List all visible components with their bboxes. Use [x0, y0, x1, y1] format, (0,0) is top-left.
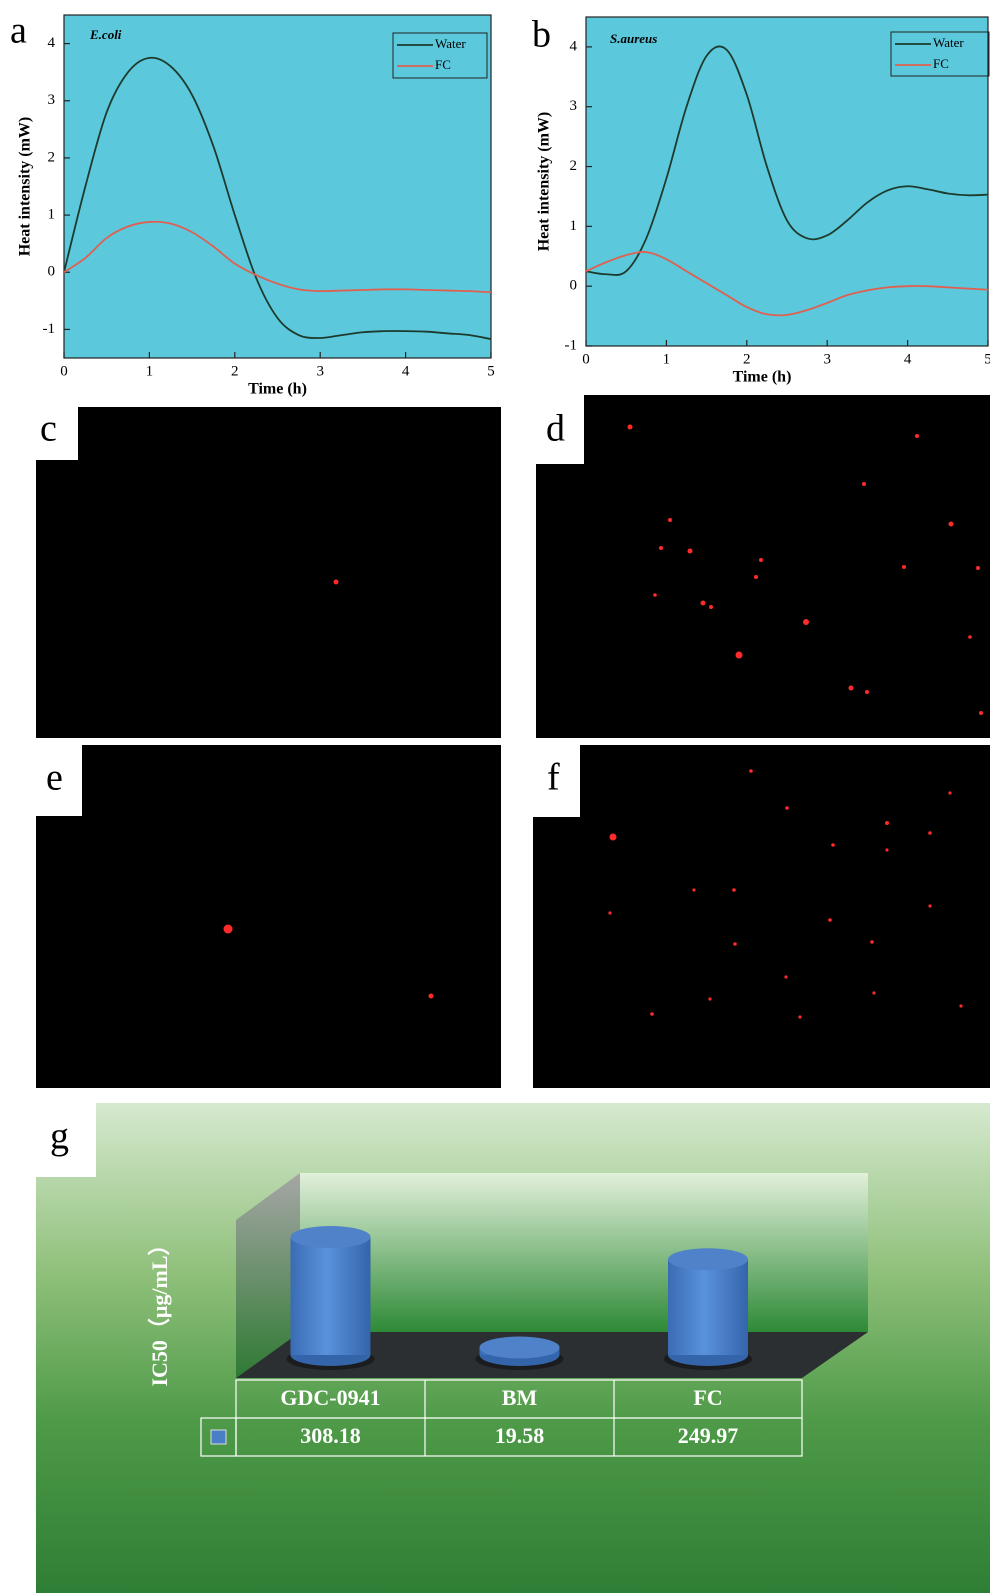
value-label: 19.58 [495, 1423, 545, 1448]
y-axis-label: Heat intensity (mW) [17, 117, 34, 257]
y-tick-label: 3 [570, 98, 578, 114]
panel-label: a [10, 10, 27, 52]
bar-top [290, 1226, 371, 1249]
panel-label: f [547, 757, 560, 799]
x-tick-label: 5 [984, 351, 990, 367]
y-tick-label: 4 [570, 38, 578, 54]
legend-cell [200, 1417, 237, 1457]
y-axis-label: Heat intensity (mW) [536, 112, 553, 252]
panel-label: d [546, 408, 565, 450]
x-tick-label: 2 [743, 351, 751, 367]
y-tick-label: 2 [570, 158, 578, 174]
chart-title: S.aureus [610, 31, 657, 46]
line [63, 220, 492, 294]
x-tick-label: 4 [904, 351, 912, 367]
image-f: f [533, 745, 990, 1088]
category-label: FC [693, 1385, 722, 1410]
y-tick-label: -1 [565, 337, 578, 353]
bar-top [668, 1248, 748, 1271]
value-label: 308.18 [300, 1423, 361, 1448]
legend-label: FC [435, 57, 451, 72]
legend-box [392, 32, 488, 79]
legend-label: FC [933, 56, 949, 71]
legend-swatch [210, 1429, 227, 1445]
legend-label: Water [435, 36, 466, 51]
y-tick-label: 3 [48, 92, 56, 108]
y-tick-label: 0 [570, 278, 578, 294]
category-label: GDC-0941 [280, 1385, 380, 1410]
x-tick-label: 1 [146, 363, 154, 379]
y-tick-label: 1 [570, 218, 578, 234]
y-tick-label: 2 [48, 149, 56, 165]
y-tick-label: 0 [48, 264, 56, 280]
panel-label: b [532, 14, 551, 56]
legend-box [890, 31, 990, 77]
x-tick-label: 3 [316, 363, 324, 379]
image-e: e [36, 745, 501, 1088]
plot-area [63, 14, 492, 359]
panel-label-box [36, 1103, 96, 1177]
category-label: BM [502, 1385, 538, 1410]
value-label: 249.97 [678, 1423, 739, 1448]
x-tick-label: 2 [231, 363, 239, 379]
legend-label: Water [933, 35, 964, 50]
line [63, 56, 492, 341]
image-d: d [536, 395, 990, 738]
y-tick-label: 1 [48, 207, 56, 223]
x-axis-label: Time (h) [733, 369, 792, 386]
side-wall [236, 1173, 300, 1378]
line [585, 251, 989, 317]
back-wall [300, 1173, 868, 1332]
panel-label: e [46, 757, 63, 799]
chart-title: E.coli [89, 27, 122, 42]
x-tick-label: 3 [823, 351, 831, 367]
x-axis-label: Time (h) [248, 381, 307, 398]
x-tick-label: 5 [487, 363, 495, 379]
bar [668, 1259, 748, 1355]
x-tick-label: 0 [582, 351, 590, 367]
bar [290, 1237, 371, 1355]
y-tick-label: -1 [43, 321, 56, 337]
panel-label: c [40, 408, 57, 450]
plot-area [585, 16, 989, 347]
line [585, 45, 989, 276]
x-tick-label: 0 [60, 363, 68, 379]
bar-top [479, 1336, 560, 1359]
panel-label: g [50, 1116, 69, 1158]
x-tick-label: 1 [663, 351, 671, 367]
image-c: c [36, 407, 501, 738]
y-axis-label: IC50（μg/mL） [147, 1233, 172, 1386]
x-tick-label: 4 [402, 363, 410, 379]
y-tick-label: 4 [48, 35, 56, 51]
